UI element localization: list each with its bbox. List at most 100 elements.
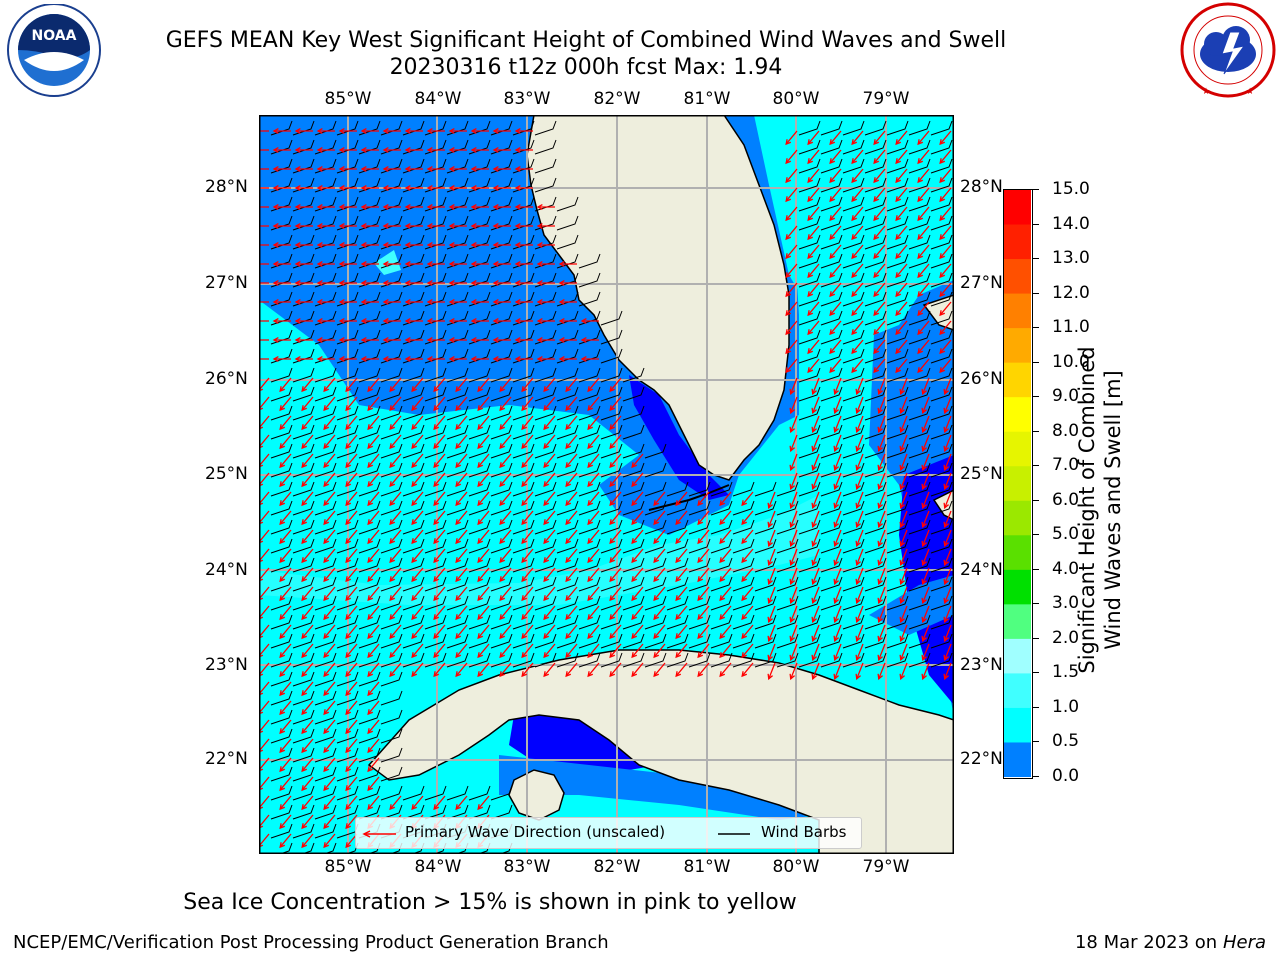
wind-barb <box>446 424 469 440</box>
wave-direction-arrow <box>477 643 490 658</box>
wave-direction-arrowhead <box>477 481 484 488</box>
wave-direction-arrow <box>367 510 380 525</box>
wave-direction-arrow <box>807 187 820 202</box>
wind-barb <box>930 538 953 554</box>
wave-direction-arrow <box>939 149 952 164</box>
wind-barb <box>446 481 469 497</box>
wave-direction-arrowhead <box>899 521 906 529</box>
wind-barb <box>578 595 601 611</box>
wave-direction-arrow <box>455 605 468 620</box>
wave-direction-arrowhead <box>855 426 862 434</box>
wave-direction-arrowhead <box>426 318 433 324</box>
wave-direction-arrowhead <box>294 204 301 210</box>
wave-direction-arrowhead <box>899 407 906 415</box>
wave-direction-arrowhead <box>470 280 477 286</box>
wind-barb <box>930 367 953 383</box>
wave-direction-arrowhead <box>521 500 528 507</box>
wind-barb <box>314 823 337 839</box>
wave-direction-arrowhead <box>426 261 433 267</box>
wave-direction-arrowhead <box>609 424 616 431</box>
wave-direction-arrow <box>323 377 336 392</box>
wave-direction-arrow <box>543 434 556 449</box>
colorbar-tick <box>1033 534 1039 536</box>
wave-direction-arrowhead <box>294 299 301 305</box>
wave-direction-arrowhead <box>895 329 902 336</box>
wind-barb <box>578 557 601 573</box>
wave-direction-arrowhead <box>259 842 264 848</box>
wave-direction-arrow <box>768 624 776 642</box>
wave-direction-arrow <box>301 548 314 563</box>
wave-direction-arrow <box>433 434 446 449</box>
wave-direction-arrow <box>587 472 600 487</box>
wave-direction-arrowhead <box>389 633 396 640</box>
wave-direction-arrowhead <box>829 291 836 298</box>
colorbar-tick-label: 7.0 <box>1052 455 1080 476</box>
wave-direction-arrowhead <box>609 386 616 393</box>
wave-direction-arrow <box>895 282 908 297</box>
wave-direction-arrow <box>768 548 776 566</box>
wave-direction-arrow <box>790 472 798 490</box>
wind-barb <box>534 633 557 649</box>
wave-direction-arrow <box>455 434 468 449</box>
wave-direction-arrowhead <box>367 633 374 640</box>
wave-direction-arrowhead <box>301 595 308 602</box>
wave-direction-arrowhead <box>389 595 396 602</box>
wave-direction-arrowhead <box>921 635 928 643</box>
wave-direction-arrowhead <box>360 223 367 229</box>
wave-direction-arrowhead <box>697 595 704 602</box>
wind-barb <box>820 386 843 402</box>
wave-direction-arrowhead <box>829 139 836 146</box>
wave-direction-arrowhead <box>789 502 796 510</box>
wind-barb <box>292 557 315 573</box>
wave-direction-arrow <box>944 586 952 604</box>
wave-direction-arrowhead <box>719 652 726 659</box>
wind-barb <box>864 652 887 668</box>
wave-direction-arrow <box>279 510 292 525</box>
wave-direction-arrowhead <box>536 261 543 267</box>
wave-direction-arrowhead <box>360 128 367 134</box>
wind-barb <box>380 652 403 668</box>
wave-direction-arrowhead <box>433 481 440 488</box>
wave-direction-arrow <box>433 529 446 544</box>
wind-barb <box>270 709 293 725</box>
wind-barb <box>820 481 843 497</box>
wave-direction-arrow <box>631 567 644 582</box>
wind-barb <box>622 576 645 592</box>
wave-direction-arrowhead <box>477 405 484 412</box>
wave-direction-arrowhead <box>259 576 264 582</box>
wave-direction-arrowhead <box>543 671 550 678</box>
wind-barb <box>754 481 777 497</box>
wave-direction-arrow <box>807 282 820 297</box>
wave-direction-arrowhead <box>301 386 308 393</box>
wave-direction-arrowhead <box>943 483 950 491</box>
wind-barb <box>754 595 777 611</box>
wind-barb <box>908 272 931 288</box>
wind-barb <box>490 386 513 402</box>
wave-direction-arrowhead <box>921 578 928 586</box>
wave-direction-arrow <box>367 681 380 696</box>
wave-direction-arrow <box>697 491 710 506</box>
wave-direction-arrowhead <box>272 204 279 210</box>
wave-direction-arrow <box>944 643 952 661</box>
wind-barb <box>556 576 579 592</box>
wave-direction-arrow <box>653 643 666 658</box>
wave-direction-arrowhead <box>807 177 814 184</box>
wind-barb <box>270 671 293 687</box>
wind-barb <box>666 519 689 535</box>
wave-direction-arrowhead <box>543 443 550 450</box>
wind-barb <box>644 595 667 611</box>
wind-barb <box>424 538 447 554</box>
wave-direction-arrow <box>345 472 358 487</box>
wave-direction-arrow <box>851 168 864 183</box>
wave-direction-arrowhead <box>741 671 748 678</box>
wave-direction-arrowhead <box>877 464 884 472</box>
colorbar-tick-label: 10.0 <box>1052 351 1090 372</box>
wind-barb <box>930 443 953 459</box>
wave-direction-arrowhead <box>767 578 774 586</box>
colorbar-segment <box>1004 259 1031 295</box>
wind-barb <box>380 462 403 478</box>
wave-direction-arrowhead <box>741 557 748 564</box>
wind-barb <box>336 633 359 649</box>
wind-barb <box>622 538 645 554</box>
wave-direction-arrow <box>301 757 314 772</box>
